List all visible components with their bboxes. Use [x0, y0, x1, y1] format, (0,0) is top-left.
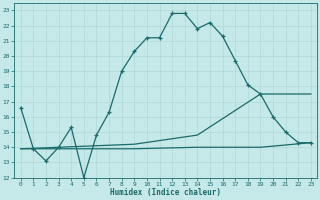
X-axis label: Humidex (Indice chaleur): Humidex (Indice chaleur)	[110, 188, 221, 197]
